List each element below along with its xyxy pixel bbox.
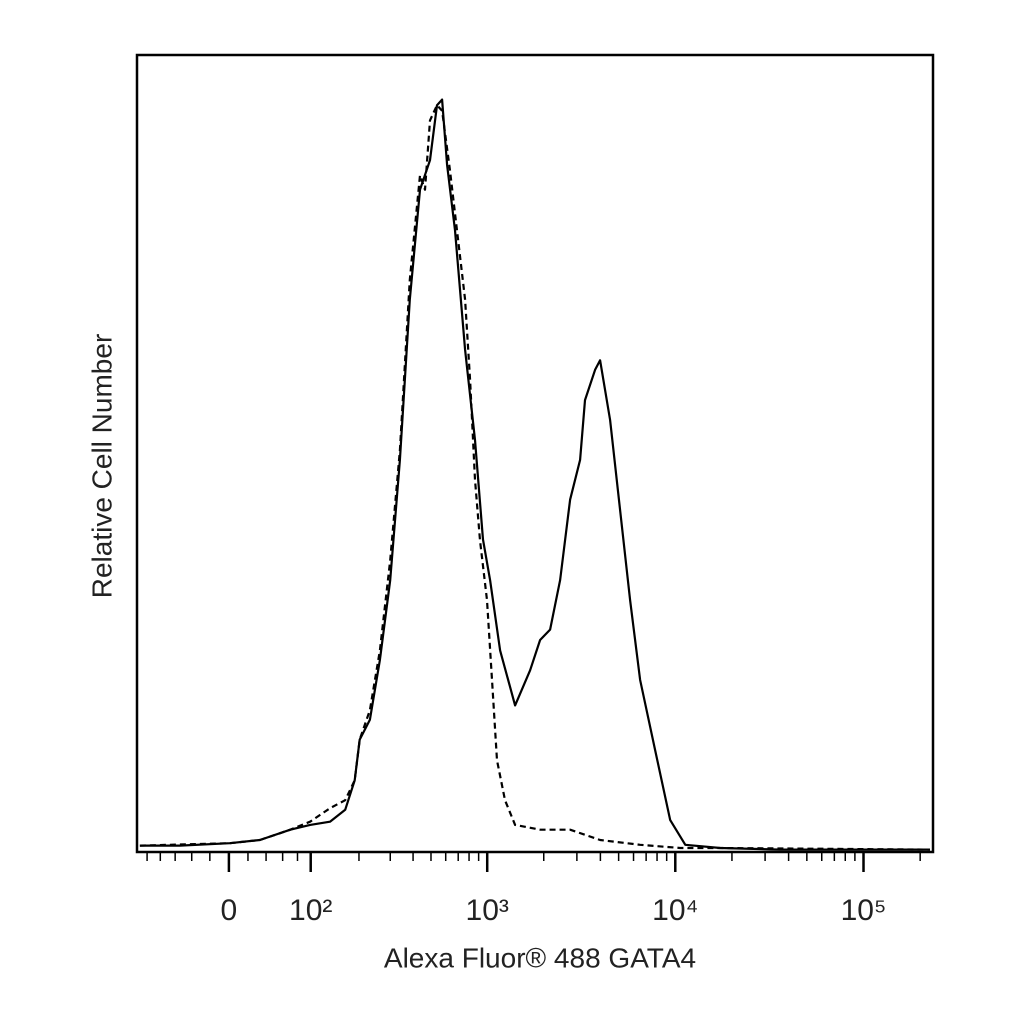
x-tick-label: 10²: [289, 894, 332, 927]
x-axis-label: Alexa Fluor® 488 GATA4: [384, 942, 696, 973]
x-tick-label: 10⁴: [652, 894, 698, 927]
x-tick-label: 10³: [466, 894, 509, 927]
y-axis-label: Relative Cell Number: [86, 334, 117, 599]
histogram-line: [139, 104, 931, 851]
histogram-line: [139, 98, 930, 851]
x-tick-label: 10⁵: [841, 894, 887, 927]
plot-frame: [135, 53, 935, 854]
x-tick-label: 0: [221, 894, 238, 927]
